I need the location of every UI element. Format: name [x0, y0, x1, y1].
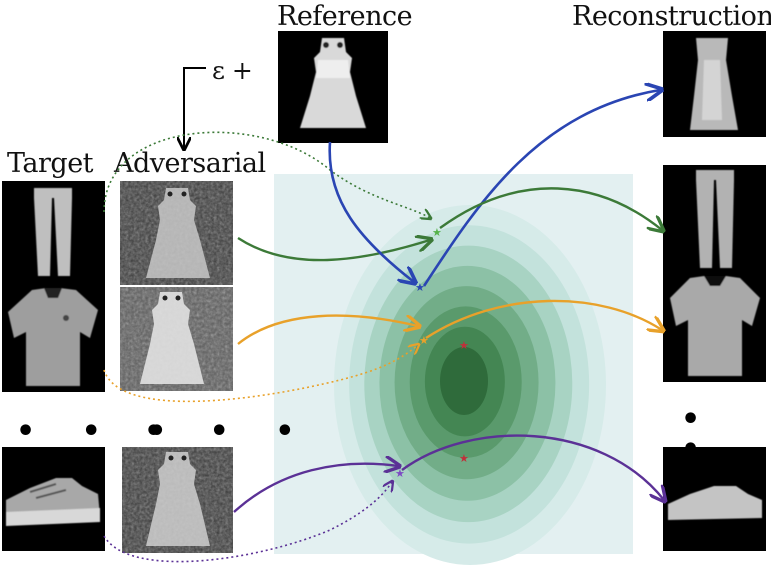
- reference-arrow: [328, 141, 414, 282]
- reconstruction-label: Reconstruction: [572, 1, 771, 32]
- target-trousers-dotted-arrow: [103, 131, 430, 218]
- adversarial-label: Adversarial: [114, 148, 266, 179]
- adversarial-image-1: [120, 181, 233, 285]
- adversarial-sneaker-star: ★: [395, 467, 405, 480]
- target-shirt-star: ★: [459, 339, 469, 352]
- target-sneaker-image: [2, 447, 105, 551]
- target-shirt-dotted-arrow: [103, 345, 418, 403]
- latent-to-tshirt-arrow: [425, 299, 662, 340]
- reference-image: [278, 31, 388, 143]
- reference-label: Reference: [277, 1, 413, 32]
- latent-to-sneaker-arrow: [401, 434, 664, 500]
- latent-to-trousers-arrow: [439, 187, 662, 230]
- adversarial-2-arrow: [237, 314, 418, 345]
- reference-star: ★: [415, 281, 425, 294]
- reconstruction-trousers-image: [663, 165, 766, 274]
- target-sneaker-star: ★: [459, 452, 469, 465]
- epsilon-arrow: [184, 67, 206, 148]
- target-ellipsis: • • •: [16, 414, 185, 449]
- adversarial-ellipsis: • • •: [144, 414, 313, 449]
- adversarial-shirt-star: ★: [419, 334, 429, 347]
- epsilon-label: ε +: [212, 56, 253, 85]
- target-trousers-image: [2, 181, 105, 284]
- target-label: Target: [7, 148, 94, 179]
- reconstruction-dress-image: [663, 31, 766, 137]
- adversarial-1-arrow: [237, 238, 430, 262]
- target-sneaker-dotted-arrow: [103, 482, 392, 563]
- adversarial-image-2: [120, 287, 233, 391]
- adversarial-image-3: [122, 447, 233, 553]
- adversarial-3-arrow: [233, 464, 398, 513]
- reconstruction-tshirt-image: [663, 274, 766, 382]
- reconstruction-sneaker-image: [663, 447, 766, 551]
- adversarial-trousers-star: ★: [432, 226, 442, 239]
- contour-ring-8: [440, 347, 488, 415]
- latent-to-dress-arrow: [422, 90, 660, 287]
- target-tshirt-image: [2, 284, 105, 392]
